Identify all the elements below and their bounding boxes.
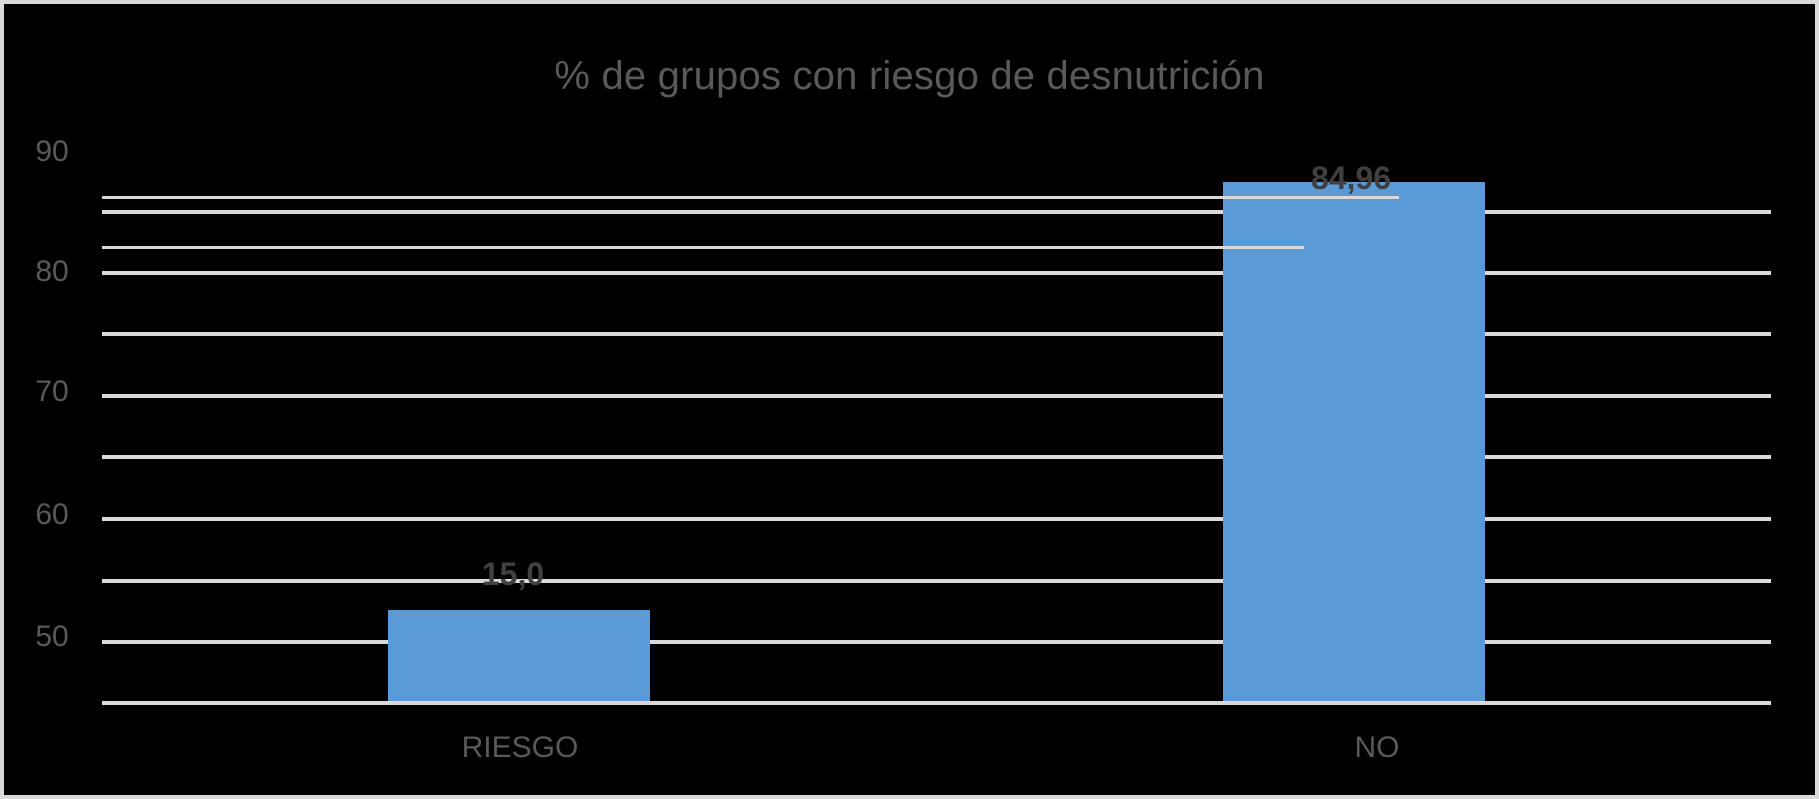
gridline-50 bbox=[102, 640, 1771, 644]
x-category-riesgo: RIESGO bbox=[461, 731, 579, 764]
gridline-65 bbox=[102, 455, 1771, 459]
y-tick-80: 80 bbox=[35, 255, 69, 288]
gridline-80 bbox=[102, 271, 1771, 275]
y-tick-50: 50 bbox=[35, 620, 69, 653]
y-tick-70: 70 bbox=[35, 375, 69, 408]
gridline-85 bbox=[102, 210, 1771, 214]
gridline-70 bbox=[102, 394, 1771, 398]
y-tick-90: 90 bbox=[35, 135, 69, 168]
leader-line-lower bbox=[102, 246, 1304, 249]
gridline-55 bbox=[102, 579, 1771, 583]
data-label-no: 84,96 bbox=[1310, 160, 1392, 196]
y-tick-60: 60 bbox=[35, 498, 69, 531]
gridline-75 bbox=[102, 332, 1771, 336]
data-label-riesgo: 15,0 bbox=[481, 556, 545, 592]
bar-no[interactable] bbox=[1223, 182, 1485, 701]
chart-title: % de grupos con riesgo de desnutrición bbox=[554, 54, 1265, 98]
x-category-no: NO bbox=[1354, 731, 1400, 764]
gridline-60 bbox=[102, 517, 1771, 521]
bar-riesgo[interactable] bbox=[388, 610, 650, 701]
gridline-45-baseline bbox=[102, 701, 1771, 705]
leader-line-upper bbox=[102, 196, 1399, 199]
